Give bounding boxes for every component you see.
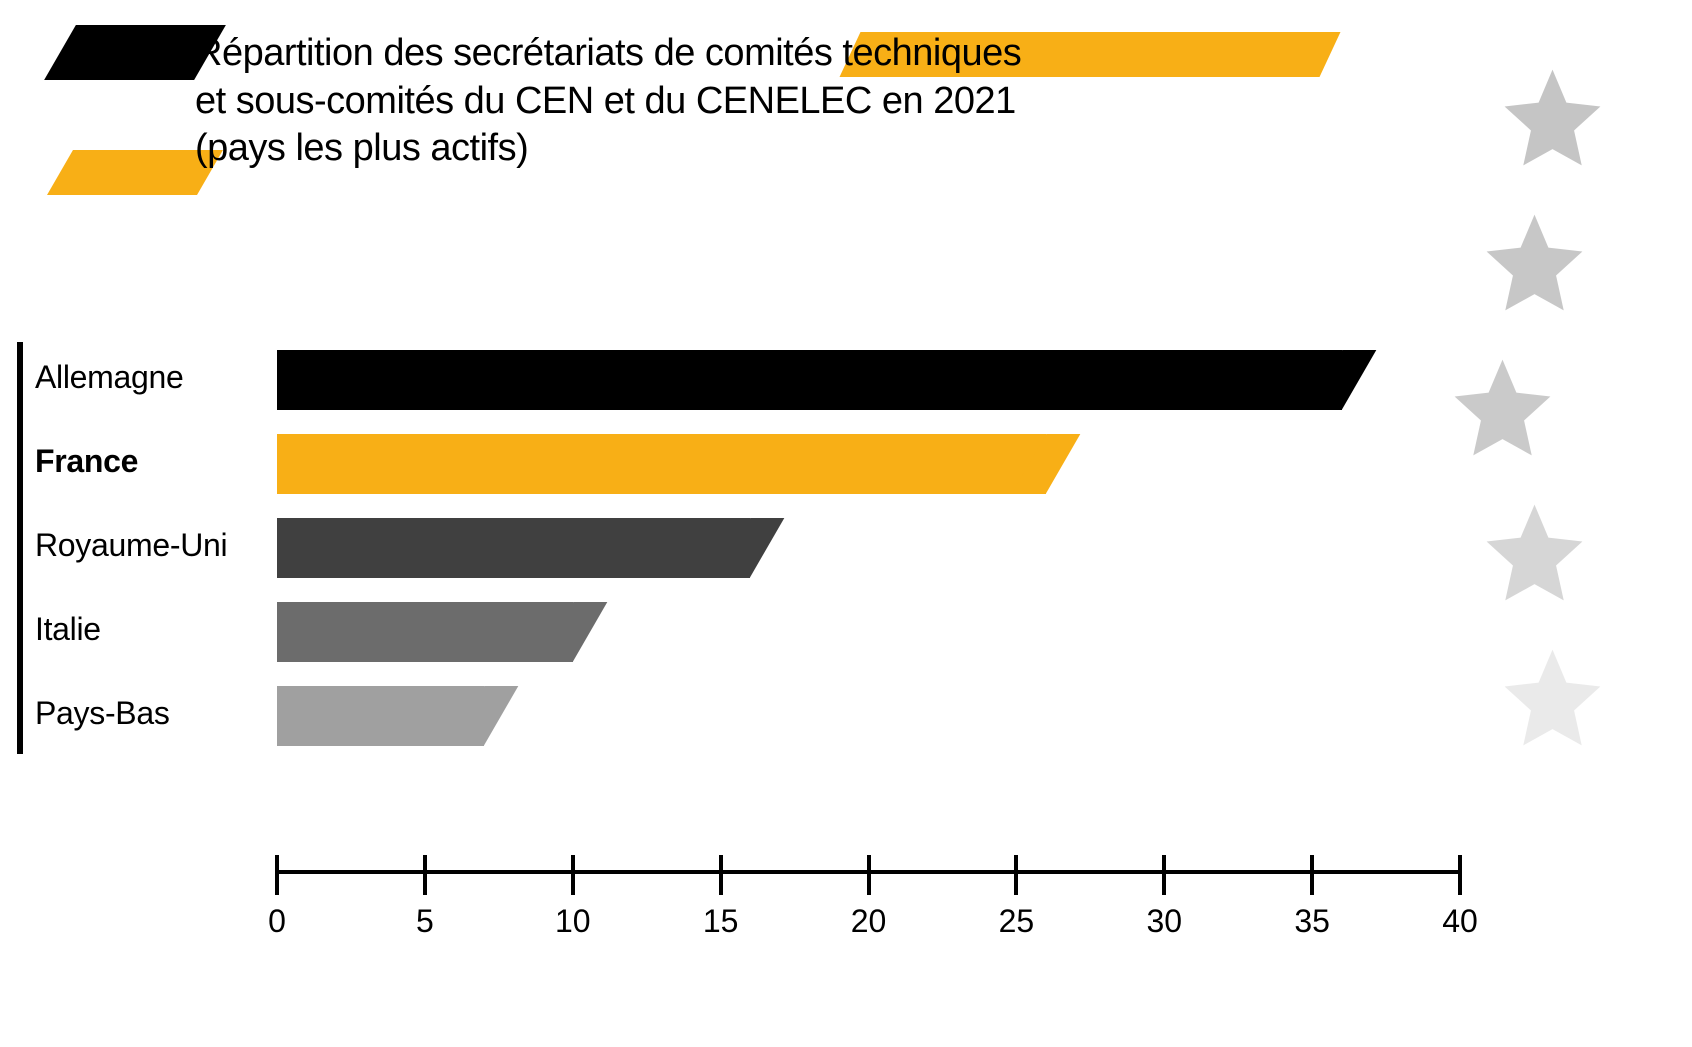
x-tick-label: 10 [555,903,591,940]
x-tick-label: 25 [999,903,1035,940]
x-tick-label: 35 [1294,903,1330,940]
x-tick-label: 5 [416,903,434,940]
x-tick [1162,855,1166,895]
title-line-3: (pays les plus actifs) [195,127,528,169]
bar [277,518,750,578]
x-tick [275,855,279,895]
x-tick-label: 30 [1146,903,1182,940]
category-label: France [35,443,138,480]
title-line-2: et sous-comités du CEN et du CENELEC en … [195,80,1016,122]
x-tick [571,855,575,895]
y-axis-line [17,342,23,754]
category-label: Royaume-Uni [35,527,227,564]
x-tick-label: 15 [703,903,739,940]
x-tick-label: 0 [268,903,286,940]
x-tick-label: 40 [1442,903,1478,940]
title-line-1: Répartition des secrétariats de comités … [195,32,1021,74]
category-label: Pays-Bas [35,695,170,732]
x-tick [1014,855,1018,895]
category-label: Italie [35,611,101,648]
bar [277,602,573,662]
x-tick [1458,855,1462,895]
x-tick-label: 20 [851,903,887,940]
x-tick [719,855,723,895]
bar [277,434,1046,494]
bar [277,350,1342,410]
category-label: Allemagne [35,359,184,396]
x-tick [423,855,427,895]
x-tick [867,855,871,895]
x-tick [1310,855,1314,895]
chart-title: Répartition des secrétariats de comités … [195,30,1021,173]
bar [277,686,484,746]
